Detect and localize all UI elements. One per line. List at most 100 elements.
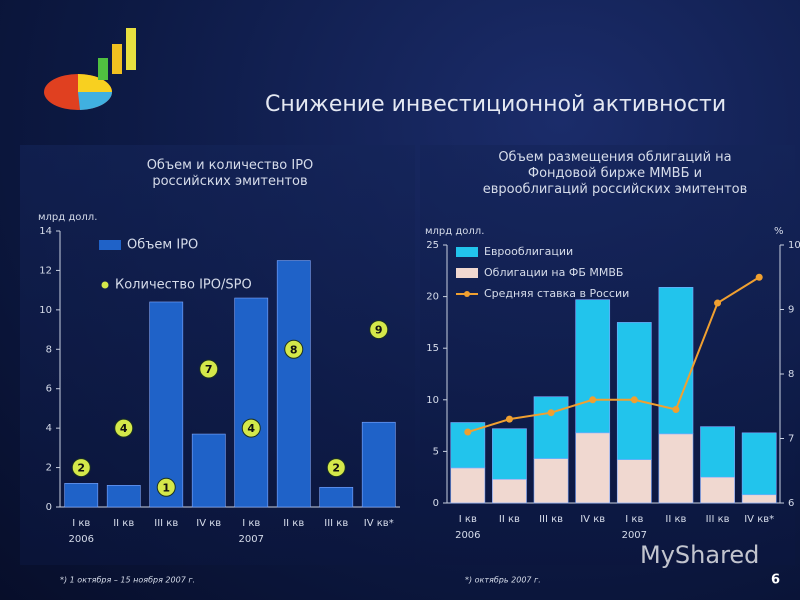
count-label: 1 <box>162 481 170 494</box>
count-marker <box>326 458 346 478</box>
y2-axis-label: % <box>774 226 784 237</box>
bar <box>276 260 311 508</box>
legend-label: Облигации на ФБ ММВБ <box>484 266 623 279</box>
y-tick-label: 14 <box>39 226 52 237</box>
count-label: 7 <box>205 363 213 376</box>
bar <box>700 426 735 478</box>
count-marker <box>114 418 134 438</box>
x-tick-label: II кв <box>499 514 520 525</box>
legend-label: Количество IPO/SPO <box>115 278 252 293</box>
rate-point <box>589 396 597 404</box>
x-tick-label: IV кв <box>196 518 221 529</box>
y-axis-label: млрд долл. <box>425 226 484 237</box>
bar <box>533 396 569 459</box>
count-label: 4 <box>247 422 255 435</box>
y-tick-label: 10 <box>39 305 52 316</box>
x-tick-label: IV кв* <box>364 518 394 529</box>
y-tick-label: 15 <box>426 343 439 354</box>
x-tick-label: II кв <box>665 514 686 525</box>
legend-swatch <box>99 240 121 250</box>
legend-label: Еврооблигации <box>484 245 573 258</box>
y-tick-label: 10 <box>426 395 439 406</box>
legend-swatch <box>464 291 470 297</box>
x-tick-label: III кв <box>154 518 178 529</box>
bar <box>191 433 226 508</box>
bar <box>450 467 486 504</box>
bar <box>575 432 611 504</box>
bar <box>533 458 569 504</box>
y2-tick-label: 10 <box>788 240 800 251</box>
year-label: 2007 <box>239 534 264 545</box>
bar <box>361 421 396 508</box>
bar <box>658 433 694 504</box>
bar <box>575 299 611 434</box>
y-tick-label: 12 <box>39 265 52 276</box>
x-tick-label: III кв <box>706 514 730 525</box>
footnote: *) 1 октября – 15 ноября 2007 г. <box>60 576 195 585</box>
count-label: 2 <box>77 462 85 475</box>
y-tick-label: 6 <box>46 384 52 395</box>
bar <box>106 485 141 508</box>
bar <box>64 483 99 508</box>
year-label: 2007 <box>622 530 647 541</box>
slide-title: Снижение инвестиционной активности <box>265 92 726 117</box>
rate-point <box>505 415 513 423</box>
rate-point <box>755 273 763 281</box>
count-marker <box>284 339 304 359</box>
y2-tick-label: 6 <box>788 498 794 509</box>
y2-tick-label: 8 <box>788 369 794 380</box>
x-tick-label: IV кв <box>580 514 605 525</box>
bar <box>492 478 527 504</box>
bar <box>700 476 735 504</box>
logo-icon <box>44 28 136 110</box>
bar <box>616 322 652 460</box>
chart-title: Объем размещения облигаций на Фондовой б… <box>482 150 748 197</box>
y-tick-label: 0 <box>433 498 439 509</box>
x-tick-label: III кв <box>324 518 348 529</box>
count-marker <box>71 458 91 478</box>
y-tick-label: 4 <box>46 423 52 434</box>
chart-title: Объем и количество IPO российских эмитен… <box>146 158 314 189</box>
year-label: 2006 <box>69 534 94 545</box>
count-label: 9 <box>375 324 383 337</box>
rate-point <box>464 428 472 436</box>
x-tick-label: I кв <box>625 514 643 525</box>
legend-label: Объем IPO <box>127 238 198 253</box>
legend-swatch <box>456 268 478 278</box>
x-tick-label: I кв <box>242 518 260 529</box>
legend-swatch <box>456 247 478 257</box>
count-marker <box>156 477 176 497</box>
count-label: 8 <box>290 343 298 356</box>
y-tick-label: 25 <box>426 240 439 251</box>
y-tick-label: 5 <box>433 446 439 457</box>
rate-point <box>672 405 680 413</box>
x-tick-label: IV кв* <box>744 514 774 525</box>
bar <box>616 459 652 504</box>
x-tick-label: II кв <box>283 518 304 529</box>
x-tick-label: II кв <box>113 518 134 529</box>
y2-tick-label: 7 <box>788 434 794 445</box>
y-axis-label: млрд долл. <box>38 212 97 223</box>
bar <box>741 494 777 504</box>
x-tick-label: I кв <box>72 518 90 529</box>
bar <box>741 432 777 496</box>
legend-swatch <box>101 281 109 289</box>
count-marker <box>199 359 219 379</box>
rate-line <box>467 276 760 434</box>
y-tick-label: 0 <box>46 502 52 513</box>
y-tick-label: 20 <box>426 292 439 303</box>
bar <box>234 297 269 508</box>
y2-tick-label: 9 <box>788 305 794 316</box>
count-marker <box>241 418 261 438</box>
count-label: 4 <box>120 422 128 435</box>
year-label: 2006 <box>455 530 480 541</box>
bar <box>492 428 527 480</box>
count-label: 2 <box>332 462 340 475</box>
bar <box>319 486 354 508</box>
rate-point <box>714 299 722 307</box>
watermark: MyShared <box>640 541 759 569</box>
page-number: 6 <box>771 573 780 588</box>
footnote: *) октябрь 2007 г. <box>465 576 541 585</box>
